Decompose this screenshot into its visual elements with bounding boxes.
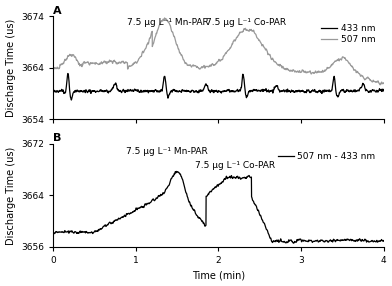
Text: 7.5 μg L⁻¹ Co-PAR: 7.5 μg L⁻¹ Co-PAR (195, 161, 275, 170)
433 nm (208, 91, 213, 94)
507 nm (208, 64, 212, 67)
507 nm (51, 67, 56, 70)
507 nm - 433 nm (381, 239, 386, 243)
433 nm (371, 89, 376, 92)
507 nm (378, 83, 383, 87)
Text: A: A (53, 5, 62, 15)
507 nm - 433 nm (291, 241, 296, 245)
507 nm - 433 nm (192, 209, 197, 212)
507 nm (190, 65, 194, 68)
433 nm (381, 88, 386, 91)
507 nm (162, 16, 167, 20)
Text: 7.5 μg L⁻¹ Mn-PAR: 7.5 μg L⁻¹ Mn-PAR (127, 18, 209, 27)
Y-axis label: Discharge Time (us): Discharge Time (us) (5, 19, 16, 117)
Text: 7.5 μg L⁻¹ Co-PAR: 7.5 μg L⁻¹ Co-PAR (206, 18, 286, 27)
507 nm - 433 nm (174, 170, 179, 173)
433 nm (355, 89, 359, 93)
507 nm (192, 64, 197, 67)
433 nm (192, 90, 197, 93)
507 nm - 433 nm (291, 241, 296, 245)
433 nm (51, 89, 56, 93)
507 nm - 433 nm (208, 190, 212, 193)
507 nm - 433 nm (190, 206, 194, 210)
Line: 433 nm: 433 nm (53, 74, 384, 100)
433 nm (291, 90, 296, 93)
507 nm - 433 nm (371, 240, 376, 243)
Line: 507 nm: 507 nm (53, 18, 384, 85)
Y-axis label: Discharge Time (us): Discharge Time (us) (5, 146, 16, 245)
507 nm (291, 68, 296, 72)
Text: 7.5 μg L⁻¹ Mn-PAR: 7.5 μg L⁻¹ Mn-PAR (126, 146, 208, 156)
Legend: 433 nm, 507 nm: 433 nm, 507 nm (318, 21, 379, 48)
Legend: 507 nm - 433 nm: 507 nm - 433 nm (274, 148, 379, 165)
507 nm (381, 81, 386, 85)
433 nm (190, 89, 194, 92)
X-axis label: Time (min): Time (min) (192, 271, 245, 281)
507 nm - 433 nm (355, 238, 359, 242)
507 nm - 433 nm (51, 232, 56, 236)
433 nm (69, 98, 74, 102)
507 nm (371, 79, 376, 82)
433 nm (65, 72, 70, 75)
507 nm (355, 70, 359, 74)
Line: 507 nm - 433 nm: 507 nm - 433 nm (53, 171, 384, 243)
Text: B: B (53, 133, 62, 143)
